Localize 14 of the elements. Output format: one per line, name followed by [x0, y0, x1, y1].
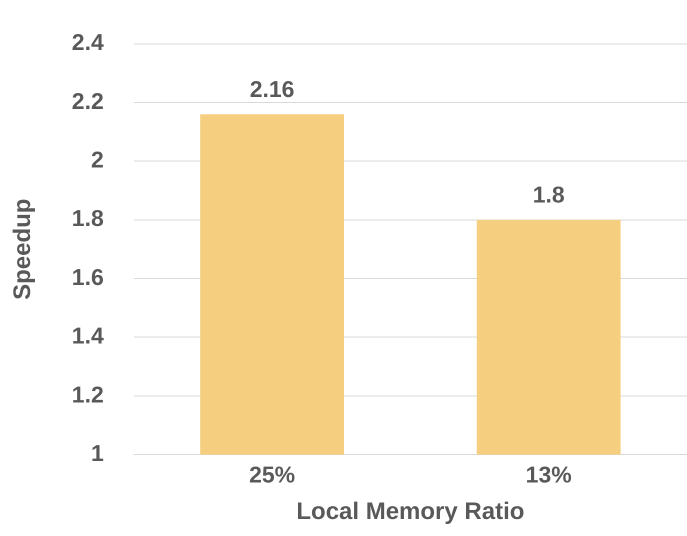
y-tick-label: 1.8	[72, 205, 104, 232]
y-tick-label: 1.6	[72, 264, 104, 290]
y-tick-label: 2.4	[72, 29, 104, 56]
y-tick-label: 1.2	[72, 381, 104, 408]
x-axis-title: Local Memory Ratio	[296, 498, 524, 526]
x-tick-label: 13%	[526, 462, 572, 488]
y-tick-label: 2	[90, 146, 104, 173]
y-tick-label: 2.2	[72, 88, 104, 114]
y-axis-title: Speedup	[9, 198, 36, 300]
y-tick-label: 1.4	[72, 322, 104, 349]
data-label: 1.8	[532, 182, 565, 208]
data-label: 2.16	[250, 76, 294, 102]
y-tick-label: 1	[90, 440, 104, 466]
x-tick-label: 25%	[249, 462, 296, 488]
